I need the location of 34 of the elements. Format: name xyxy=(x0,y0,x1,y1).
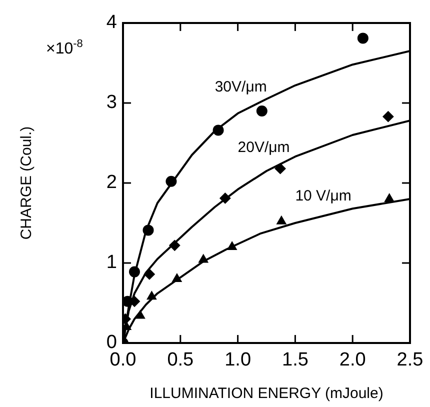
y-axis-title: CHARGE (Coul.) xyxy=(18,126,36,240)
point xyxy=(384,194,394,202)
point xyxy=(144,268,155,280)
point xyxy=(123,296,134,307)
x-tick-label: 1.5 xyxy=(282,350,308,371)
point xyxy=(142,224,154,236)
point xyxy=(227,242,237,250)
point xyxy=(128,266,140,278)
point xyxy=(135,310,146,319)
x-tick-label: 1.0 xyxy=(224,350,252,371)
series-label: 20V/μm xyxy=(238,138,290,156)
y-tick-label: 1 xyxy=(106,252,117,274)
point xyxy=(220,192,231,204)
series-label: 10 V/μm xyxy=(295,188,352,205)
point xyxy=(357,32,368,44)
x-tick-label: 2.5 xyxy=(396,350,424,371)
point xyxy=(212,124,224,136)
x-axis-title: ILLUMINATION ENERGY (mJoule) xyxy=(150,385,384,402)
x-tick-label: 2.0 xyxy=(339,350,366,371)
y-tick-label: 4 xyxy=(106,12,118,34)
y-tick-label: 2 xyxy=(106,172,117,194)
point xyxy=(172,274,182,282)
series-label: 30V/μm xyxy=(214,78,267,96)
point xyxy=(198,254,208,263)
point xyxy=(256,106,268,116)
point xyxy=(274,163,286,174)
point xyxy=(169,240,180,251)
point xyxy=(382,111,394,122)
y-tick-label: 3 xyxy=(106,92,117,114)
text: ×10$^{-8}$ xyxy=(46,38,83,58)
point xyxy=(166,176,177,187)
point xyxy=(146,291,157,300)
x-tick-label: 0.5 xyxy=(167,350,194,371)
point xyxy=(276,216,286,224)
